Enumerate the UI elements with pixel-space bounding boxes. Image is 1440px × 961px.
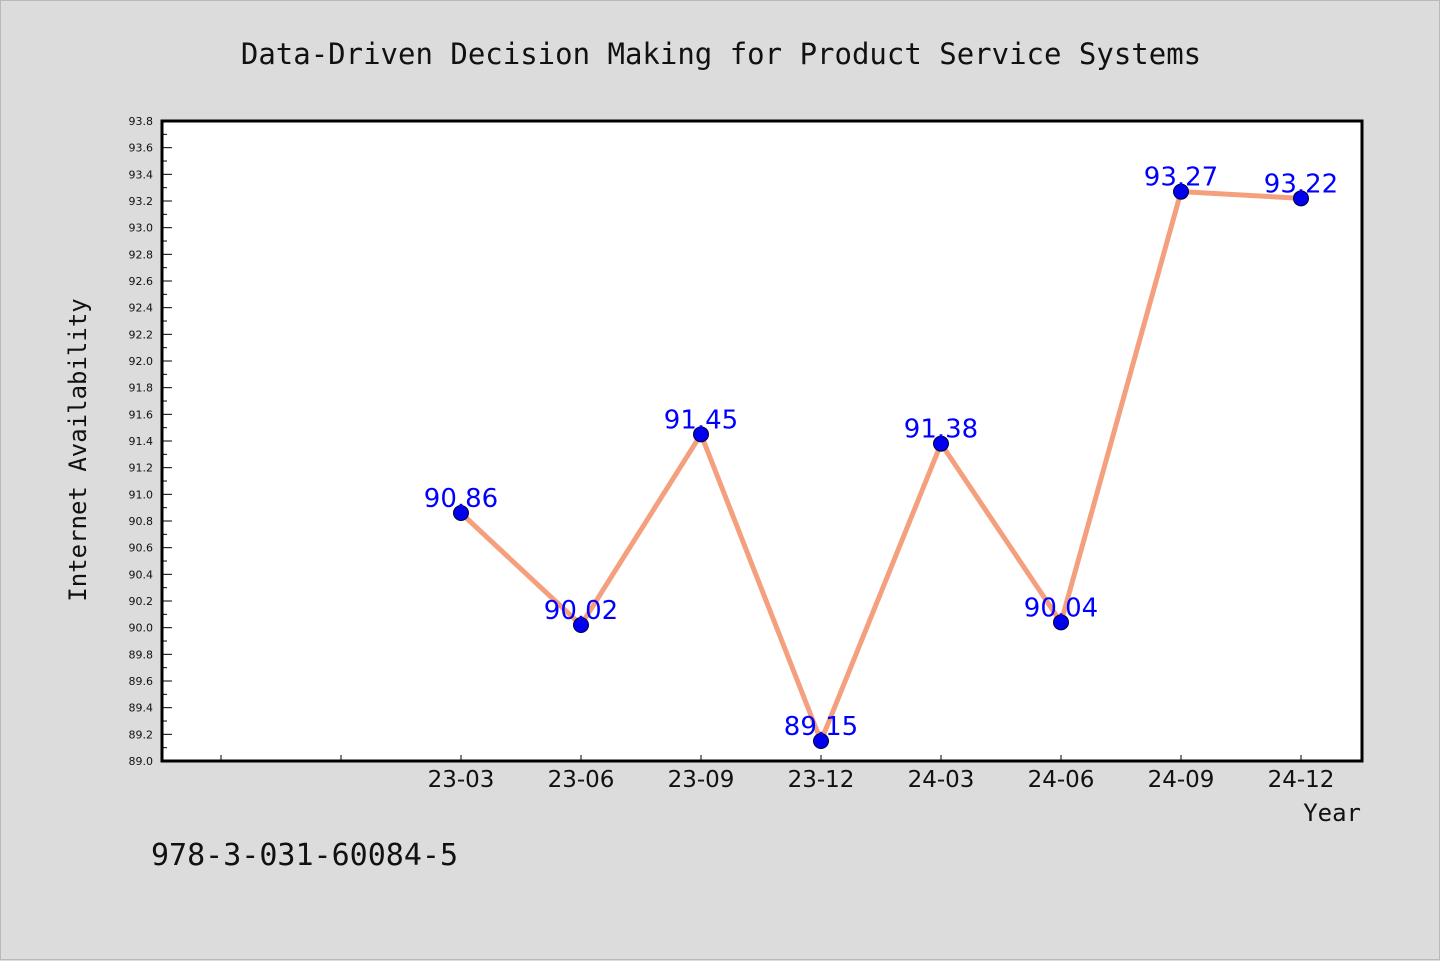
y-tick-label: 91.6 xyxy=(129,408,154,421)
x-tick-label: 23-09 xyxy=(668,767,735,793)
y-tick-label: 92.2 xyxy=(129,328,154,341)
data-label: 90.04 xyxy=(1024,593,1098,623)
plot-area xyxy=(160,119,1364,763)
x-tick-label: 24-06 xyxy=(1028,767,1095,793)
y-tick-label: 89.4 xyxy=(129,702,154,715)
x-tick-label: 23-12 xyxy=(788,767,855,793)
y-tick-label: 89.8 xyxy=(129,648,154,661)
y-tick-label: 89.6 xyxy=(129,675,154,688)
series-layer xyxy=(458,189,1304,744)
data-label: 93.27 xyxy=(1144,163,1218,193)
x-tick-label: 24-12 xyxy=(1268,767,1335,793)
data-point-marker xyxy=(453,505,469,521)
series-line xyxy=(458,189,1304,744)
data-point-marker xyxy=(1053,614,1069,631)
x-axis-title: Year xyxy=(1303,799,1361,827)
data-point-marker xyxy=(573,617,589,633)
x-tick-label: 23-06 xyxy=(548,767,615,793)
y-axis: 89.0 89.2 89.4 89.6 89.8 90.0 90.2 90.4 90.6 90.8… xyxy=(129,115,172,768)
marker-layer xyxy=(453,183,1309,749)
data-point-marker xyxy=(1293,190,1309,207)
y-tick-label: 90.0 xyxy=(129,622,154,635)
y-tick-label: 91.4 xyxy=(129,435,154,448)
y-tick-label: 93.0 xyxy=(129,222,154,235)
data-label-layer: 90.86 90.02 91.45 89.15 91.38 90.04 93.27 93.22 xyxy=(424,163,1338,742)
data-label: 89.15 xyxy=(784,712,858,742)
y-tick-label: 93.4 xyxy=(129,168,154,181)
y-tick-label: 93.8 xyxy=(129,115,154,128)
y-tick-label: 90.4 xyxy=(129,568,154,581)
y-tick-label: 89.2 xyxy=(129,728,154,741)
data-point-marker xyxy=(693,426,709,443)
isbn-text: 978-3-031-60084-5 xyxy=(151,838,458,873)
y-tick-label: 91.0 xyxy=(129,488,154,501)
data-label: 90.86 xyxy=(424,484,498,514)
x-axis: 23-03 23-06 23-09 23-12 24-03 24-06 24-09 24-12 xyxy=(220,755,1335,793)
data-label: 91.45 xyxy=(664,405,738,435)
y-tick-label: 90.6 xyxy=(129,542,154,555)
y-tick-label: 91.8 xyxy=(129,382,154,395)
chart-title: Data-Driven Decision Making for Product … xyxy=(241,37,1201,71)
data-label: 91.38 xyxy=(904,415,978,445)
data-label: 93.22 xyxy=(1264,169,1338,199)
y-tick-label: 92.0 xyxy=(129,355,154,368)
y-tick-label: 90.2 xyxy=(129,595,154,608)
y-tick-label: 90.8 xyxy=(129,515,154,528)
y-tick-label: 93.6 xyxy=(129,142,154,155)
data-point-marker xyxy=(813,733,829,749)
y-tick-label: 92.8 xyxy=(129,248,154,261)
y-tick-label: 93.2 xyxy=(129,195,154,208)
x-tick-label: 24-03 xyxy=(908,767,975,793)
data-label: 90.02 xyxy=(544,596,618,626)
y-tick-label: 92.6 xyxy=(129,275,154,288)
y-tick-label: 92.4 xyxy=(129,302,154,315)
y-axis-title: Internet Availability xyxy=(64,298,92,601)
x-tick-label: 23-03 xyxy=(428,767,495,793)
y-tick-label: 89.0 xyxy=(129,755,154,768)
data-point-marker xyxy=(933,435,949,452)
x-tick-label: 24-09 xyxy=(1148,767,1215,793)
y-tick-label: 91.2 xyxy=(129,462,154,475)
data-point-marker xyxy=(1173,183,1189,200)
